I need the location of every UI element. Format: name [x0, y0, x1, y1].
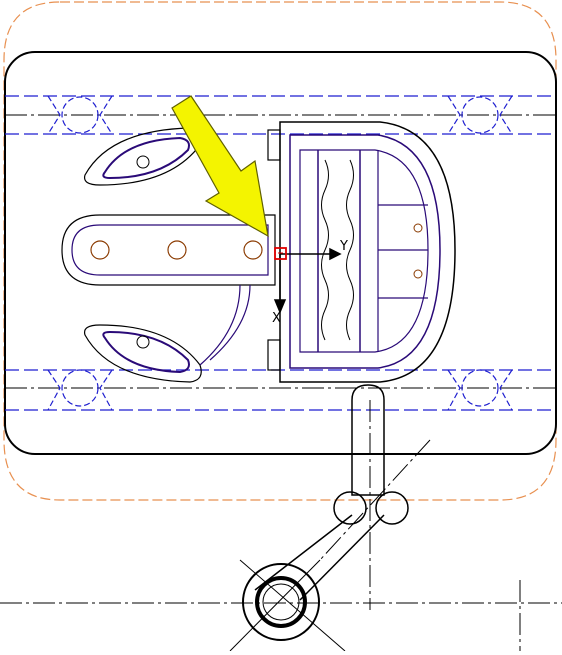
hidden-bosses	[47, 95, 513, 411]
base-plate-outline	[4, 51, 557, 455]
axis-y-label: Y	[339, 239, 348, 254]
main-body	[267, 121, 456, 383]
left-arm	[61, 214, 276, 286]
axis-x-label: X	[272, 311, 281, 326]
axis-triad	[273, 247, 342, 314]
linkage-arm	[254, 384, 409, 601]
upper-slot	[83, 127, 202, 186]
center-lines	[0, 114, 562, 651]
pivot-circle	[229, 559, 346, 652]
origin-marker-icon[interactable]	[274, 247, 287, 260]
lower-slot	[83, 324, 202, 383]
arrow-callout-icon	[171, 95, 269, 238]
boundary-outline	[3, 1, 557, 501]
